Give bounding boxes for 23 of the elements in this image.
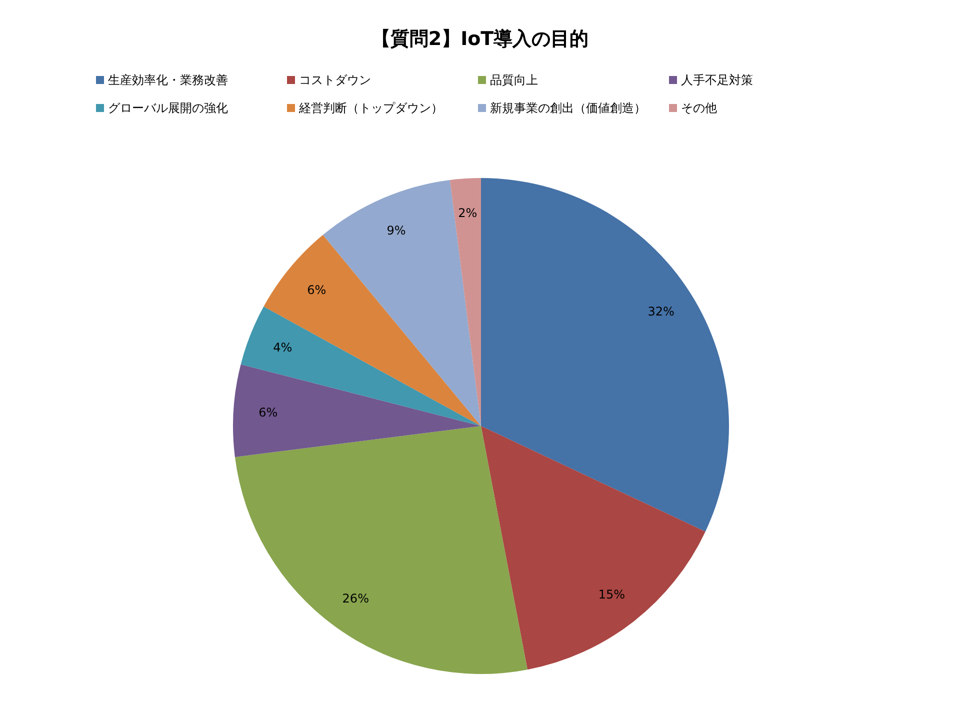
data-label: 26% xyxy=(342,592,369,606)
legend-label: グローバル展開の強化 xyxy=(108,100,228,116)
data-label: 6% xyxy=(307,283,326,298)
pie-slice xyxy=(233,364,481,458)
pie-slice xyxy=(450,178,481,426)
legend-label: 生産効率化・業務改善 xyxy=(108,72,228,88)
data-label: 6% xyxy=(258,406,278,420)
data-label: 15% xyxy=(598,588,626,602)
pie-slice xyxy=(234,426,528,674)
legend-label: 人手不足対策 xyxy=(681,72,753,88)
legend-label: 新規事業の創出（価値創造） xyxy=(490,100,646,116)
data-label: 32% xyxy=(648,304,674,319)
data-label: 2% xyxy=(458,206,478,220)
pie-slice xyxy=(481,426,706,670)
legend-label: その他 xyxy=(681,100,717,116)
data-label: 9% xyxy=(386,223,406,238)
legend-label: 品質向上 xyxy=(490,72,538,88)
chart-title: 【質問2】IoT導入の目的 xyxy=(370,27,590,52)
pie-slice xyxy=(481,178,729,532)
pie-slice xyxy=(240,306,481,426)
data-label: 4% xyxy=(273,340,292,354)
legend-label: 経営判断（トップダウン） xyxy=(299,100,443,116)
legend-label: コストダウン xyxy=(299,72,371,88)
